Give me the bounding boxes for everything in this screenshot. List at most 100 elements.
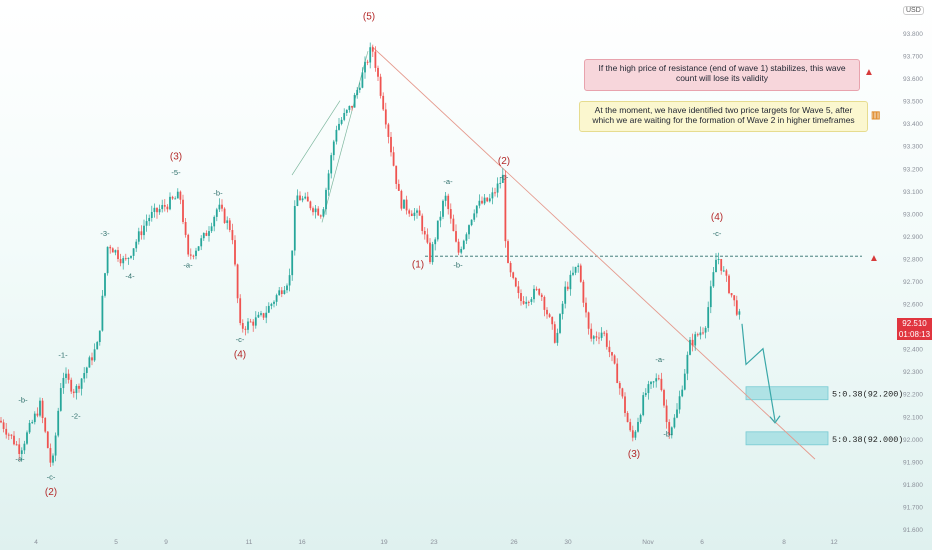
candle-body — [611, 352, 613, 356]
y-tick-label: 92.700 — [903, 279, 923, 286]
candle-body — [280, 290, 283, 295]
candle-body — [98, 330, 101, 343]
candle-body — [161, 205, 164, 210]
candle-body — [634, 431, 637, 438]
wave-label-major: (4) — [711, 212, 723, 223]
candle-body — [704, 327, 707, 333]
candle-body — [262, 313, 265, 318]
candle-body — [332, 141, 335, 156]
wave-label-minor: -5- — [171, 168, 181, 177]
y-tick-label: 91.700 — [903, 504, 923, 511]
candle-body — [200, 238, 203, 247]
candle-body — [452, 218, 455, 232]
candle-body — [574, 266, 577, 273]
candle-body — [421, 215, 424, 231]
candle-body — [712, 272, 715, 287]
x-tick-label: 26 — [510, 539, 518, 546]
candle-body — [486, 197, 489, 202]
candle-body — [374, 51, 377, 68]
candle-body — [689, 339, 691, 355]
wave-label-minor: -c- — [47, 472, 56, 481]
candle-body — [26, 432, 28, 444]
candle-body — [673, 417, 676, 428]
candle-body — [18, 444, 21, 454]
wave-label-minor: -2- — [71, 412, 81, 421]
candle-body — [382, 95, 385, 110]
candle-body — [499, 182, 502, 184]
candle-body — [561, 303, 564, 315]
candle-body — [559, 314, 561, 333]
candle-body — [244, 328, 247, 330]
candle-body — [728, 275, 730, 294]
candle-body — [491, 192, 494, 199]
wave-label-minor: -a- — [183, 260, 193, 269]
candle-body — [522, 301, 525, 304]
candle-body — [733, 295, 736, 301]
invalidation-note[interactable]: If the high price of resistance (end of … — [584, 59, 860, 91]
candle-body — [592, 336, 595, 339]
candle-body — [75, 385, 78, 394]
y-tick-label: 91.600 — [903, 527, 923, 534]
targets-note[interactable]: At the moment, we have identified two pr… — [579, 101, 868, 132]
candle-body — [288, 275, 291, 286]
candle-body — [192, 255, 195, 257]
candle-body — [444, 195, 447, 201]
candle-body — [13, 435, 15, 445]
candle-body — [135, 241, 138, 249]
candle-body — [260, 313, 262, 315]
candle-body — [67, 373, 70, 380]
wave-label-minor: -c- — [236, 335, 245, 344]
candle-body — [130, 255, 132, 258]
candle-body — [613, 355, 616, 364]
x-tick-label: 19 — [380, 539, 388, 546]
candle-body — [265, 312, 268, 318]
candle-body — [639, 415, 642, 422]
candle-body — [410, 213, 413, 216]
currency-badge[interactable]: USD — [903, 6, 924, 15]
y-tick-label: 92.800 — [903, 256, 923, 263]
y-tick-label: 93.500 — [903, 99, 923, 106]
candle-body — [104, 273, 106, 296]
candle-body — [725, 270, 728, 276]
candle-body — [85, 367, 88, 374]
candle-body — [647, 384, 650, 394]
candle-body — [681, 389, 684, 397]
y-tick-label: 93.300 — [903, 144, 923, 151]
candle-body — [202, 232, 205, 239]
candle-body — [338, 123, 340, 130]
wave-label-major: (3) — [628, 449, 640, 460]
candle-body — [218, 204, 221, 210]
candle-body — [145, 221, 148, 226]
candle-body — [715, 259, 717, 273]
candle-body — [106, 246, 109, 274]
candle-body — [540, 294, 543, 298]
candle-body — [278, 290, 281, 296]
candle-body — [525, 301, 528, 304]
candle-body — [595, 336, 598, 338]
candle-body — [301, 198, 304, 201]
wave-label-minor: -b- — [453, 260, 463, 269]
candle-body — [41, 400, 44, 419]
y-tick-label: 93.700 — [903, 54, 923, 61]
y-tick-label: 93.600 — [903, 76, 923, 83]
candle-body — [481, 200, 483, 204]
candle-body — [234, 240, 236, 265]
candle-body — [384, 109, 387, 125]
candle-body — [496, 183, 499, 193]
candle-body — [296, 195, 299, 206]
candle-body — [72, 391, 75, 394]
x-tick-label: 8 — [782, 539, 786, 546]
candle-body — [735, 300, 738, 315]
candle-body — [117, 250, 119, 260]
candle-body — [65, 373, 67, 378]
candle-body — [247, 321, 249, 330]
candle-body — [475, 205, 478, 214]
candle-body — [49, 448, 52, 463]
x-tick-label: 23 — [430, 539, 438, 546]
candle-body — [462, 240, 465, 249]
candle-body — [96, 342, 99, 350]
candle-body — [626, 413, 629, 423]
candle-body — [267, 305, 270, 313]
wave-label-minor: -c- — [500, 173, 509, 182]
